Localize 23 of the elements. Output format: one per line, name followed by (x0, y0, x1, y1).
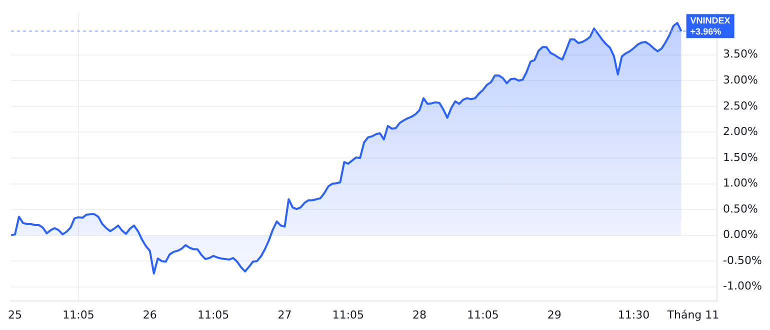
x-tick-label: 11:30 (618, 308, 650, 322)
y-tick-label: 3.50% (723, 48, 758, 61)
y-tick-label: -1.00% (723, 280, 762, 293)
y-tick-label: 1.00% (723, 176, 758, 190)
x-tick-label: 11:05 (332, 308, 364, 322)
x-tick-label: 29 (547, 308, 562, 322)
x-tick-label: 27 (278, 308, 292, 322)
x-tick-label: 11:05 (467, 308, 499, 322)
y-tick-label: -0.50% (723, 254, 762, 267)
x-tick-label: 25 (8, 308, 22, 322)
x-tick-label: 26 (142, 308, 157, 322)
y-tick-label: 2.50% (723, 99, 758, 112)
x-tick-label: 11:05 (62, 308, 94, 322)
y-tick-label: 2.00% (723, 125, 758, 138)
x-tick-label: Tháng 11 (666, 308, 720, 322)
y-tick-label: 3.00% (723, 74, 758, 87)
y-tick-label: 1.50% (723, 150, 758, 164)
series-label: VNINDEX (690, 16, 730, 26)
y-tick-label: 0.50% (723, 202, 758, 216)
x-tick-label: 11:05 (197, 308, 230, 322)
data-label: +3.96% (690, 26, 722, 37)
y-tick-label: 0.00% (723, 228, 758, 242)
x-tick-label: 28 (412, 308, 427, 322)
